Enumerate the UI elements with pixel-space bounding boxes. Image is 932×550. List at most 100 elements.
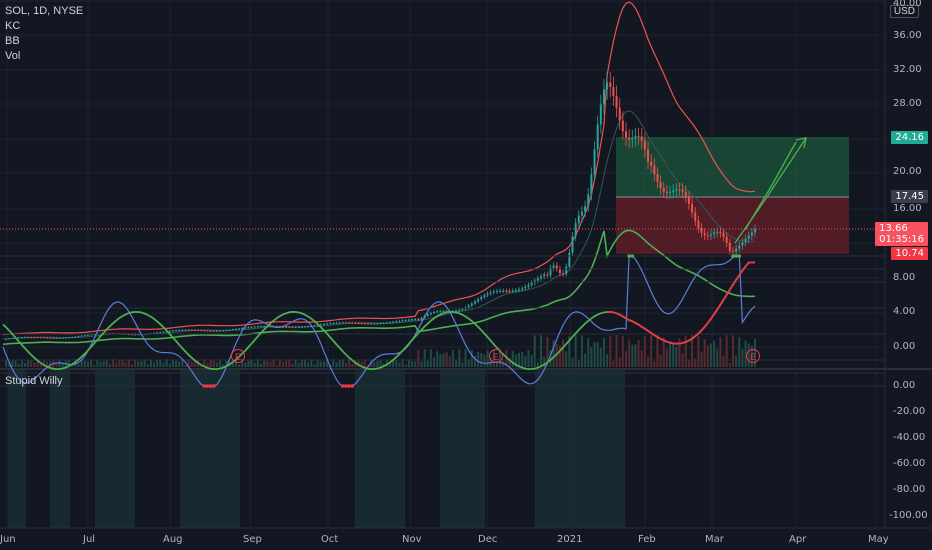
price-tick: 36.00 (893, 30, 922, 41)
volume-bar (445, 351, 448, 367)
time-tick: Nov (402, 534, 422, 545)
candle-body (684, 191, 687, 197)
candle-body (555, 265, 558, 269)
earnings-marker[interactable]: E (489, 349, 503, 363)
candle-body (184, 329, 187, 331)
volume-bar (640, 350, 643, 367)
candle-body (750, 232, 753, 236)
volume-bar (241, 359, 244, 367)
volume-bar (461, 362, 464, 367)
volume-bar (193, 360, 196, 367)
volume-bar (672, 342, 675, 367)
candle-body (326, 323, 329, 325)
candle-body (414, 319, 417, 321)
candle-body (599, 104, 602, 125)
indicator-kc[interactable]: KC (5, 20, 21, 32)
last-price-tag[interactable]: 13.66 01:35:16 (875, 222, 928, 246)
candle-body (524, 286, 527, 289)
time-tick: Oct (321, 534, 339, 545)
volume-bar (477, 351, 480, 367)
volume-bar (27, 360, 30, 367)
candle-body (341, 322, 344, 324)
candle-body (725, 236, 728, 243)
candle-body (706, 235, 709, 237)
earnings-marker[interactable]: E (231, 349, 245, 363)
entry-price-tag[interactable]: 17.45 (891, 190, 928, 203)
loss-zone[interactable] (616, 197, 849, 254)
candle-body (565, 266, 568, 274)
candle-body (93, 334, 96, 336)
candle-body (244, 327, 247, 329)
candle-body (754, 229, 756, 233)
candle-body (697, 220, 700, 228)
volume-bar (124, 362, 127, 367)
osc-tick: -80.00 (893, 484, 926, 495)
volume-bar (511, 350, 514, 367)
volume-bar (363, 359, 366, 367)
target-price-tag[interactable]: 24.16 (891, 131, 928, 144)
candle-body (319, 324, 322, 326)
volume-bar (300, 360, 303, 367)
candle-body (131, 334, 134, 336)
oscillator-title[interactable]: Stupid Willy (5, 375, 63, 387)
volume-bar (332, 359, 335, 367)
chart-legend[interactable]: SOL, 1D, NYSE KC BB Vol (5, 4, 83, 64)
candle-body (11, 337, 14, 339)
volume-bar (247, 360, 250, 367)
volume-bar (628, 339, 631, 367)
candle-body (606, 82, 609, 90)
indicator-bb[interactable]: BB (5, 35, 20, 47)
candle-body (429, 312, 432, 315)
volume-bar (414, 361, 417, 367)
candle-body (52, 337, 55, 339)
candle-body (574, 223, 577, 237)
volume-bar (706, 345, 709, 367)
candle-body (407, 319, 410, 321)
volume-bar (558, 345, 561, 367)
volume-bar (77, 363, 80, 367)
volume-bar (407, 359, 410, 367)
candle-body (90, 334, 93, 336)
volume-bar (156, 360, 159, 367)
candle-body (420, 317, 423, 320)
volume-bar (178, 361, 181, 367)
candle-body (27, 336, 30, 338)
volume-bar (650, 335, 653, 367)
candle-body (587, 194, 590, 207)
volume-bar (580, 335, 583, 367)
stop-price-tag[interactable]: 10.74 (891, 247, 928, 260)
candle-body (505, 290, 508, 292)
candle-body (80, 335, 83, 337)
candle-body (256, 326, 259, 328)
volume-bar (360, 361, 363, 367)
volume-bars (5, 335, 756, 367)
symbol-label[interactable]: SOL, 1D, NYSE (5, 5, 84, 17)
volume-bar (8, 361, 11, 367)
volume-bar (656, 335, 659, 367)
candle-body (492, 291, 495, 293)
indicator-vol[interactable]: Vol (5, 50, 21, 62)
volume-bar (716, 349, 719, 367)
volume-bar (508, 357, 511, 367)
volume-bar (687, 359, 690, 367)
volume-bar (203, 359, 206, 367)
volume-bar (609, 335, 612, 367)
volume-bar (250, 360, 253, 367)
volume-bar (165, 359, 168, 367)
candle-body (33, 336, 36, 338)
candle-body (197, 329, 200, 331)
candle-body (316, 324, 319, 326)
overbought-dot (208, 384, 213, 388)
volume-bar (473, 355, 476, 367)
bar-countdown: 01:35:16 (879, 234, 924, 245)
volume-bar (549, 349, 552, 367)
volume-bar (577, 360, 580, 367)
candle-body (379, 323, 382, 325)
currency-badge[interactable]: USD (889, 5, 919, 18)
candle-body (322, 323, 325, 325)
earnings-marker[interactable]: E (746, 349, 760, 363)
overbought-dot (347, 384, 351, 388)
volume-bar (725, 335, 728, 367)
volume-bar (401, 359, 404, 367)
